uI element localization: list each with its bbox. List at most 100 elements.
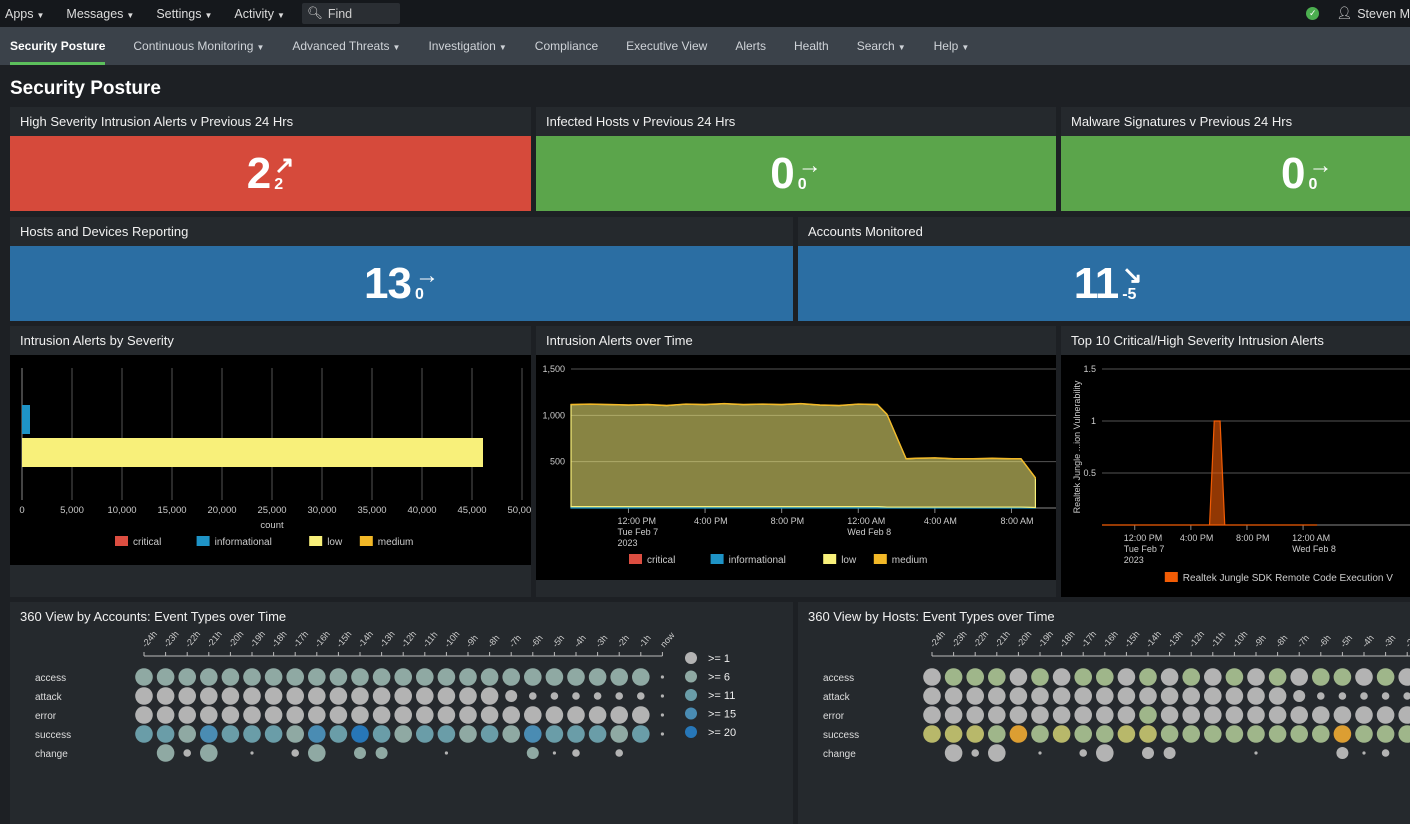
kpi-value: 0 [770,149,793,199]
event-dot [351,668,369,686]
panel-title: Intrusion Alerts by Severity [10,326,531,355]
event-dot [1031,668,1049,686]
legend-label: Realtek Jungle SDK Remote Code Execution… [1183,573,1393,584]
menu-apps[interactable]: Apps▼ [5,7,44,21]
tab-investigation[interactable]: Investigation▼ [418,27,516,65]
event-dot [1204,687,1222,705]
severity-bar-chart: 05,00010,00015,00020,00025,00030,00035,0… [10,355,531,565]
event-dot [661,694,664,697]
tab-help[interactable]: Help▼ [924,27,980,65]
event-dot [1010,687,1028,705]
event-dot [632,725,650,743]
panel-title: High Severity Intrusion Alerts v Previou… [10,107,531,136]
column-label: -23h [949,629,968,649]
event-dot [1360,692,1368,700]
row-label: attack [823,692,851,703]
event-dot [945,744,963,762]
panel-title: Top 10 Critical/High Severity Intrusion … [1061,326,1410,355]
event-dot [637,692,645,700]
event-dot [157,668,175,686]
event-dot [1226,687,1244,705]
event-dot [1382,749,1390,757]
tab-label: Security Posture [10,39,105,53]
event-dot [589,706,607,724]
event-dot [330,725,348,743]
column-label: -7h [1295,633,1311,649]
menu-settings[interactable]: Settings▼ [156,7,212,21]
caret-down-icon: ▼ [499,43,507,52]
event-dot [1355,725,1373,743]
event-dot [1226,706,1244,724]
event-dot [200,744,218,762]
event-dot [286,668,304,686]
menu-activity[interactable]: Activity▼ [234,7,285,21]
legend-swatch [197,536,210,546]
kpi-value: 13 [364,259,411,309]
tab-search[interactable]: Search▼ [847,27,916,65]
column-label: -9h [464,633,480,649]
column-label: -6h [529,633,545,649]
x-tick-label: 10,000 [107,505,136,516]
event-dot [1247,668,1265,686]
check-circle-icon[interactable]: ✓ [1306,7,1319,20]
event-dot [615,692,623,700]
event-dot [394,687,412,705]
caret-down-icon: ▼ [205,11,213,20]
event-dot [135,668,153,686]
bar-low [22,438,483,467]
menu-messages[interactable]: Messages▼ [66,7,134,21]
tab-compliance[interactable]: Compliance [525,27,608,65]
event-dot [459,668,477,686]
legend-dot [685,708,697,720]
event-dot [286,725,304,743]
find-input[interactable]: 🔍︎Find [302,3,400,24]
column-label: -15h [334,629,353,649]
event-dot [1053,668,1071,686]
tab-label: Health [794,39,829,53]
column-label: -13h [377,629,396,649]
single-value: 13 →0 [10,246,793,321]
user-menu[interactable]: Steven M [1357,7,1410,21]
tab-advanced-threats[interactable]: Advanced Threats▼ [282,27,410,65]
event-dot [1161,706,1179,724]
column-label: -5h [550,633,566,649]
event-dot [394,725,412,743]
tab-health[interactable]: Health [784,27,839,65]
tab-security-posture[interactable]: Security Posture [0,27,115,65]
panel-top10-alerts: Top 10 Critical/High Severity Intrusion … [1061,326,1410,597]
tab-alerts[interactable]: Alerts [725,27,776,65]
column-label: -1h [637,633,653,649]
event-dot [1161,668,1179,686]
x-tick-label: Tue Feb 7 [617,527,658,537]
column-label: -13h [1165,629,1184,649]
event-dot [157,744,175,762]
legend-swatch [115,536,128,546]
legend-label: >= 15 [708,709,736,721]
row-label: change [35,749,68,760]
column-label: -11h [421,630,440,650]
event-dot [632,668,650,686]
event-dot [527,747,539,759]
event-dot [308,668,326,686]
x-tick-label: 45,000 [457,505,486,516]
trend-down-icon: ↘ [1122,265,1142,287]
kpi-value: 11 [1074,259,1119,309]
event-dot [308,744,326,762]
event-dot [308,706,326,724]
event-dot [1139,706,1157,724]
tab-continuous-monitoring[interactable]: Continuous Monitoring▼ [123,27,274,65]
tab-executive-view[interactable]: Executive View [616,27,717,65]
event-dot [1096,744,1114,762]
event-dot [589,668,607,686]
x-tick-label: 40,000 [407,505,436,516]
event-dot [502,725,520,743]
event-dot [1053,725,1071,743]
column-label: -11h [1209,630,1228,650]
column-label: -24h [928,629,947,649]
legend-dot [685,652,697,664]
event-dot [567,725,585,743]
kpi-value: 0 [1281,149,1304,199]
trend-flat-icon: → [1308,155,1332,177]
event-dot [546,668,564,686]
trend-up-icon: ↗ [274,155,294,177]
